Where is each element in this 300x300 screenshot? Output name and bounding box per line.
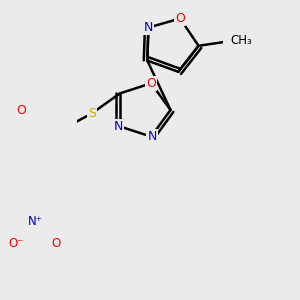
Text: N: N xyxy=(148,130,157,143)
Text: O: O xyxy=(175,12,185,25)
Text: N: N xyxy=(114,120,124,133)
Text: S: S xyxy=(88,107,96,120)
Text: O: O xyxy=(51,237,60,250)
Text: O: O xyxy=(17,104,27,117)
Text: N⁺: N⁺ xyxy=(28,215,43,228)
Text: O⁻: O⁻ xyxy=(8,237,23,250)
Text: O: O xyxy=(146,77,156,90)
Text: N: N xyxy=(144,21,153,34)
Text: CH₃: CH₃ xyxy=(230,34,252,47)
